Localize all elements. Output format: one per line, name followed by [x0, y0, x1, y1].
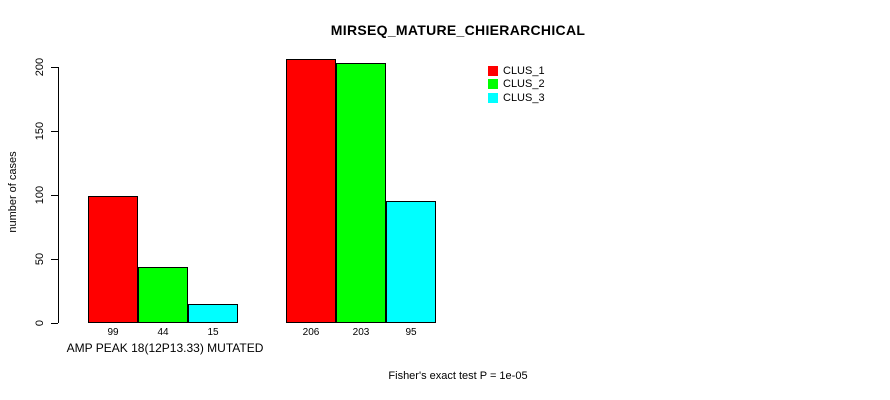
y-tick-label-0: 0 — [34, 319, 46, 327]
y-tick-mark-200 — [51, 66, 58, 68]
y-tick-mark-50 — [51, 258, 58, 260]
legend-swatch — [488, 79, 498, 90]
y-tick-label-50: 50 — [34, 252, 46, 266]
legend-swatch — [488, 65, 498, 76]
y-tick-label-100: 100 — [34, 185, 46, 205]
group1-x-label: AMP PEAK 18(12P13.33) MUTATED — [66, 341, 264, 355]
legend-item-clus_2: CLUS_2 — [488, 78, 545, 92]
bar-clus_2-group2 — [336, 63, 386, 323]
bar-clus_3-group1 — [188, 304, 238, 323]
legend-label: CLUS_1 — [503, 64, 545, 77]
bar-value-label: 15 — [207, 327, 219, 338]
stat-test-annotation: Fisher's exact test P = 1e-05 — [388, 370, 528, 382]
y-tick-mark-150 — [51, 130, 58, 132]
legend-item-clus_3: CLUS_3 — [488, 91, 545, 105]
y-axis-line — [58, 67, 59, 323]
bar-clus_3-group2 — [386, 201, 436, 323]
bar-value-label: 99 — [107, 327, 119, 338]
y-axis-title: number of cases — [7, 151, 19, 233]
legend: CLUS_1 CLUS_2 CLUS_3 — [488, 64, 545, 105]
bar-clus_1-group1 — [88, 196, 138, 323]
bar-clus_2-group1 — [138, 267, 188, 323]
bar-value-label: 44 — [157, 327, 169, 338]
bar-clus_1-group2 — [286, 59, 336, 323]
legend-label: CLUS_2 — [503, 78, 545, 91]
chart-title: MIRSEQ_MATURE_CHIERARCHICAL — [330, 22, 586, 38]
bar-value-label: 95 — [405, 327, 417, 338]
y-tick-label-200: 200 — [34, 57, 46, 77]
bar-value-label: 203 — [352, 327, 370, 338]
bar-value-label: 206 — [302, 327, 320, 338]
y-tick-mark-100 — [51, 194, 58, 196]
y-tick-label-150: 150 — [34, 121, 46, 141]
legend-item-clus_1: CLUS_1 — [488, 64, 545, 78]
y-tick-mark-0 — [51, 322, 58, 324]
legend-label: CLUS_3 — [503, 91, 545, 104]
legend-swatch — [488, 92, 498, 103]
